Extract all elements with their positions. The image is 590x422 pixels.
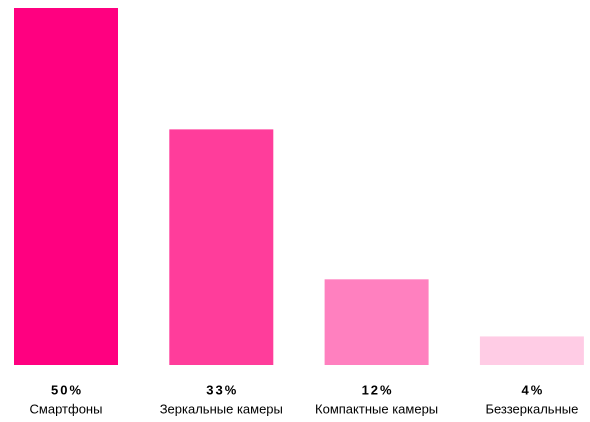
value-label: 4% [522, 382, 545, 397]
category-label: Беззеркальные [485, 401, 578, 416]
bar [14, 8, 118, 365]
bar [324, 279, 429, 365]
value-label: 12% [362, 382, 394, 397]
value-label: 50% [51, 382, 83, 397]
bar [479, 336, 584, 365]
category-label: Компактные камеры [315, 401, 438, 416]
bar [169, 129, 274, 365]
category-label: Зеркальные камеры [160, 401, 283, 416]
category-label: Смартфоны [30, 401, 103, 416]
value-label: 33% [206, 382, 238, 397]
